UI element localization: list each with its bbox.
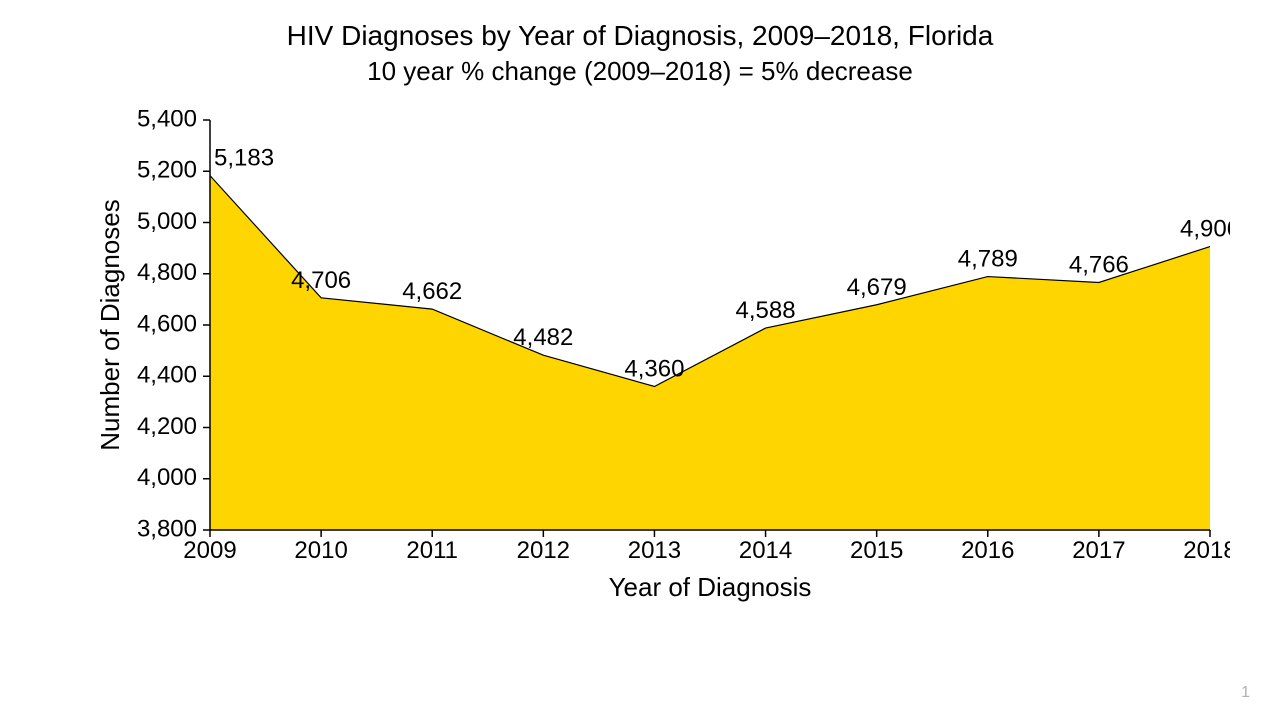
y-axis-title: Number of Diagnoses [95, 199, 125, 450]
chart-area: 3,8004,0004,2004,4004,6004,8005,0005,200… [70, 110, 1230, 630]
y-tick-label: 5,200 [137, 157, 197, 184]
data-label: 4,679 [847, 274, 907, 301]
chart-title-line1: HIV Diagnoses by Year of Diagnosis, 2009… [0, 20, 1280, 52]
data-label: 4,789 [958, 246, 1018, 273]
x-axis-title: Year of Diagnosis [609, 572, 812, 602]
y-tick-label: 4,200 [137, 413, 197, 440]
y-tick-label: 5,000 [137, 208, 197, 235]
y-tick-label: 4,800 [137, 259, 197, 286]
chart-title-line2: 10 year % change (2009–2018) = 5% decrea… [0, 56, 1280, 87]
x-tick-label: 2013 [628, 537, 681, 564]
x-tick-label: 2009 [183, 537, 236, 564]
x-tick-label: 2017 [1072, 537, 1125, 564]
data-label: 4,482 [513, 324, 573, 351]
x-tick-label: 2011 [406, 537, 458, 564]
y-tick-label: 4,000 [137, 464, 197, 491]
x-tick-label: 2014 [739, 537, 792, 564]
page-number: 1 [1241, 684, 1250, 702]
data-label: 4,360 [624, 356, 684, 383]
x-tick-label: 2010 [294, 537, 347, 564]
data-label: 4,706 [291, 267, 351, 294]
data-label: 5,183 [214, 145, 274, 172]
area-fill [210, 176, 1210, 530]
y-tick-label: 5,400 [137, 110, 197, 132]
y-tick-label: 4,400 [137, 362, 197, 389]
data-label: 4,588 [736, 297, 796, 324]
x-tick-label: 2012 [517, 537, 570, 564]
x-tick-label: 2015 [850, 537, 903, 564]
page: HIV Diagnoses by Year of Diagnosis, 2009… [0, 0, 1280, 720]
x-tick-label: 2016 [961, 537, 1014, 564]
x-tick-label: 2018 [1183, 537, 1230, 564]
data-label: 4,906 [1180, 216, 1230, 243]
data-label: 4,662 [402, 278, 462, 305]
y-tick-label: 4,600 [137, 310, 197, 337]
area-chart-svg: 3,8004,0004,2004,4004,6004,8005,0005,200… [70, 110, 1230, 630]
data-label: 4,766 [1069, 251, 1129, 278]
